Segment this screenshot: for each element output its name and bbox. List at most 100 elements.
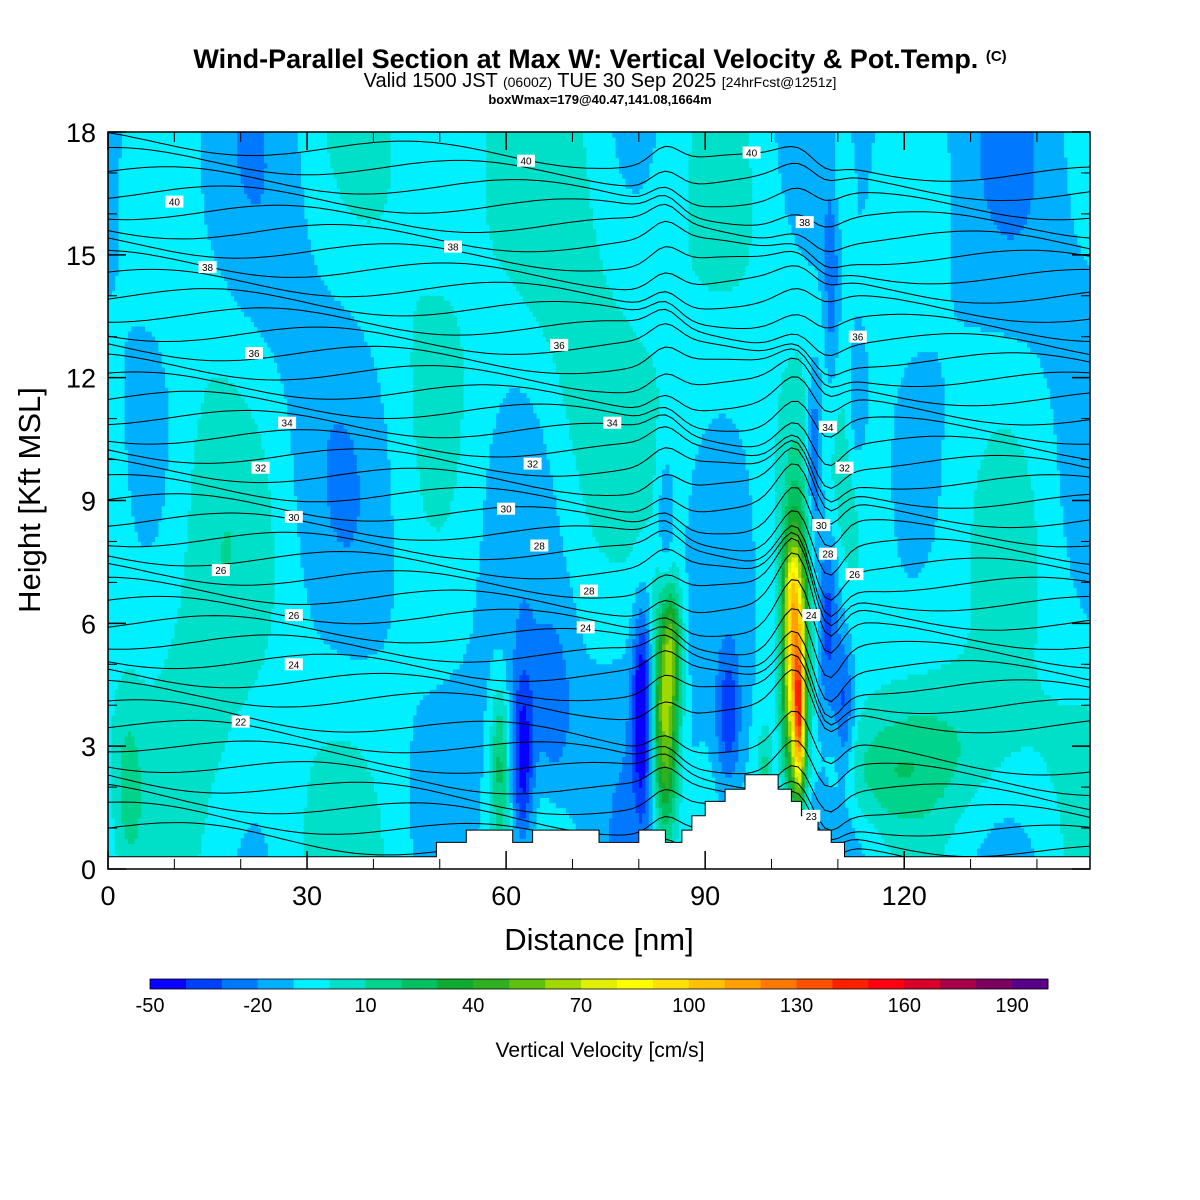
field-cell	[668, 623, 673, 630]
valid-date: TUE 30 Sep 2025	[557, 70, 717, 92]
field-cell	[973, 500, 1035, 507]
field-cell	[791, 229, 826, 235]
field-cell	[111, 715, 238, 722]
field-cell	[638, 582, 647, 589]
field-cell	[648, 694, 653, 701]
field-cell	[642, 776, 647, 783]
field-cell	[665, 597, 676, 604]
field-cell	[801, 567, 806, 573]
field-cell	[681, 700, 686, 706]
isentrope-label-text: 38	[202, 263, 214, 274]
field-cell	[997, 428, 1011, 435]
field-cell	[496, 725, 504, 732]
field-cell	[320, 746, 358, 752]
field-cell	[466, 643, 517, 650]
field-cell	[240, 172, 265, 179]
field-cell	[678, 787, 683, 793]
field-cell	[492, 715, 497, 722]
field-cell	[671, 730, 676, 737]
field-cell	[851, 689, 856, 696]
field-cell	[496, 689, 504, 696]
field-cell	[492, 239, 597, 246]
field-cell	[333, 423, 345, 430]
field-cell	[615, 787, 633, 793]
field-cell	[721, 725, 736, 732]
field-cell	[950, 239, 1078, 246]
field-cell	[124, 382, 165, 389]
field-cell	[190, 500, 272, 507]
field-cell	[665, 659, 673, 665]
field-cell	[983, 838, 1031, 845]
field-cell	[801, 536, 806, 543]
field-cell	[688, 648, 720, 655]
field-cell	[522, 669, 527, 676]
field-cell	[662, 730, 666, 737]
isentrope-label: 36	[848, 330, 867, 344]
field-cell	[326, 464, 358, 471]
field-cell	[516, 689, 534, 696]
field-cell	[821, 648, 826, 655]
field-cell	[824, 239, 836, 246]
field-cell	[854, 326, 865, 333]
field-cell	[622, 761, 633, 768]
field-cell	[857, 203, 866, 210]
field-cell	[307, 797, 378, 804]
field-cell	[824, 341, 839, 348]
field-cell	[506, 781, 511, 788]
field-cell	[562, 643, 587, 650]
field-cell	[725, 746, 733, 752]
colorbar-tick-label: 160	[888, 995, 921, 1017]
field-cell	[1076, 587, 1090, 594]
field-cell	[1026, 219, 1075, 225]
field-cell	[360, 500, 391, 507]
field-cell	[652, 781, 656, 788]
field-cell	[804, 531, 809, 537]
field-cell	[516, 787, 524, 793]
field-cell	[784, 705, 789, 711]
field-cell	[423, 500, 451, 507]
terrain	[108, 774, 1090, 869]
field-cell	[831, 198, 839, 205]
field-cell	[333, 172, 391, 179]
field-cell	[131, 326, 146, 333]
field-cell	[237, 147, 265, 154]
field-cell	[817, 669, 822, 676]
field-cell	[808, 480, 812, 486]
field-cell	[894, 408, 945, 415]
field-cell	[778, 654, 783, 660]
field-cell	[237, 132, 265, 138]
field-cell	[486, 183, 590, 189]
field-cell	[326, 449, 355, 456]
field-cell	[214, 249, 311, 256]
field-cell	[801, 449, 806, 456]
field-cell	[330, 520, 358, 527]
field-cell	[827, 700, 842, 706]
field-cell	[801, 648, 806, 655]
field-cell	[841, 536, 859, 543]
field-cell	[808, 439, 812, 445]
field-cell	[784, 648, 789, 655]
field-cell	[124, 352, 162, 358]
field-cell	[416, 705, 487, 711]
field-cell	[791, 480, 799, 486]
field-cell	[781, 756, 786, 763]
field-cell	[894, 403, 945, 409]
field-cell	[635, 592, 650, 599]
field-cell	[658, 613, 663, 619]
field-cell	[479, 572, 570, 578]
field-cell	[811, 797, 846, 804]
field-cell	[200, 188, 245, 195]
field-cell	[635, 792, 647, 798]
field-cell	[801, 500, 806, 507]
field-cell	[784, 208, 829, 215]
field-cell	[137, 828, 205, 834]
field-cell	[798, 705, 802, 711]
field-cell	[516, 735, 520, 742]
field-cell	[784, 546, 789, 553]
field-cell	[851, 398, 869, 404]
field-cell	[645, 792, 650, 798]
field-cell	[492, 766, 497, 773]
field-cell	[529, 781, 537, 788]
isentrope-line	[108, 426, 1090, 490]
field-cell	[509, 792, 514, 798]
